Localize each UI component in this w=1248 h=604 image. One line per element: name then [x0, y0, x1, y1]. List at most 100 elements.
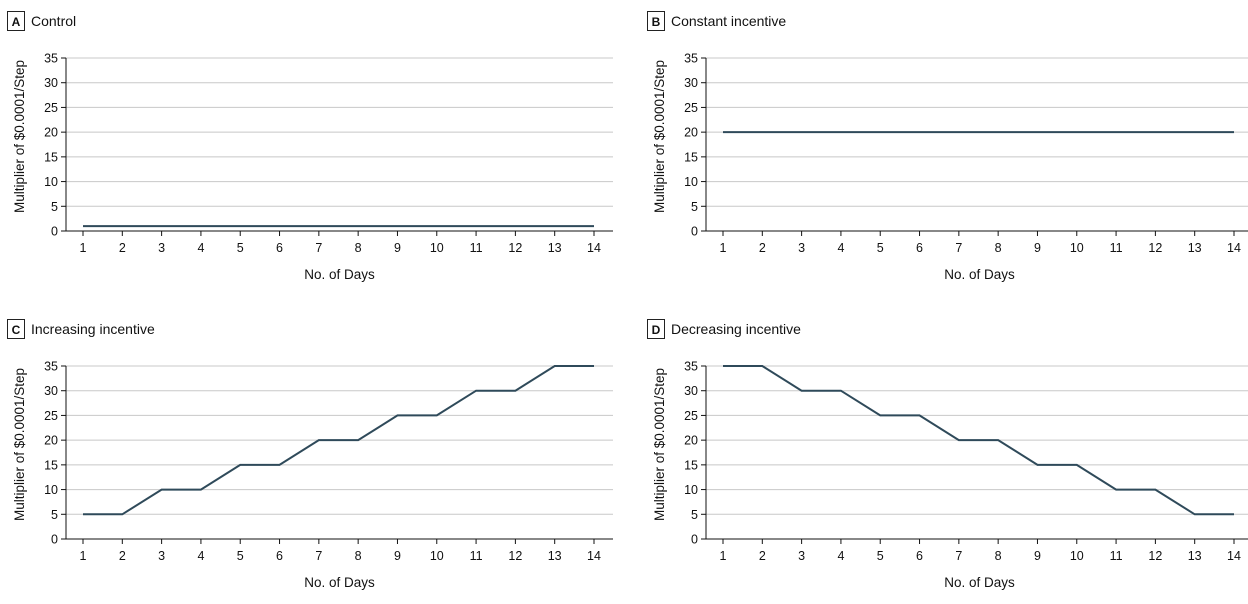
y-tick-label: 0: [51, 533, 58, 547]
x-tick-label: 8: [995, 549, 1002, 563]
y-tick-label: 30: [684, 384, 698, 398]
x-tick-label: 10: [1070, 549, 1084, 563]
chart-title: Constant incentive: [671, 13, 786, 29]
y-tick-label: 25: [44, 409, 58, 423]
y-tick-label: 10: [44, 483, 58, 497]
x-tick-label: 13: [548, 241, 562, 255]
x-tick-label: 5: [237, 241, 244, 255]
x-tick-label: 6: [916, 241, 923, 255]
x-tick-label: 11: [470, 549, 483, 563]
y-tick-label: 10: [684, 483, 698, 497]
x-tick-label: 4: [197, 549, 204, 563]
y-tick-label: 25: [684, 409, 698, 423]
y-tick-label: 20: [684, 434, 698, 448]
x-tick-label: 2: [759, 549, 766, 563]
chart-panel-b: B Constant incentive 0 5 10 15 20 25 30 35 1 2 3 4 5…: [640, 0, 1248, 296]
x-tick-label: 9: [394, 549, 401, 563]
x-tick-label: 7: [955, 241, 962, 255]
y-tick-label: 0: [691, 533, 698, 547]
x-tick-label: 9: [1034, 241, 1041, 255]
series-line: [723, 365, 1234, 516]
y-tick-label: 15: [44, 458, 58, 472]
x-axis-label: No. of Days: [304, 267, 375, 282]
x-tick-label: 3: [798, 549, 805, 563]
x-tick-label: 1: [720, 549, 727, 563]
y-axis-label: Multiplier of $0.0001/Step: [652, 60, 667, 213]
x-tick-label: 4: [197, 241, 204, 255]
x-tick-label: 14: [1227, 241, 1241, 255]
y-tick-label: 35: [44, 52, 58, 66]
y-tick-label: 15: [684, 150, 698, 164]
x-tick-label: 6: [276, 241, 283, 255]
x-tick-label: 10: [430, 549, 444, 563]
x-tick-label: 13: [1188, 549, 1202, 563]
y-tick-label: 10: [44, 175, 58, 189]
x-axis-label: No. of Days: [304, 575, 375, 590]
x-tick-label: 13: [1188, 241, 1202, 255]
y-tick-label: 10: [684, 175, 698, 189]
y-tick-label: 0: [51, 225, 58, 239]
x-tick-label: 11: [470, 241, 483, 255]
x-tick-label: 12: [508, 549, 522, 563]
x-tick-label: 12: [1148, 549, 1162, 563]
chart-panel-a: A Control 0 5 10 15 20 25 30 35 1 2 3 4 5 6 7 8 9 10 11 12 1…: [0, 0, 624, 296]
panel-letter: C: [12, 323, 21, 337]
panel-letter-box: [647, 319, 665, 339]
x-tick-label: 5: [877, 549, 884, 563]
panel-letter-box: [647, 11, 665, 31]
x-tick-label: 12: [1148, 241, 1162, 255]
x-tick-label: 14: [587, 241, 601, 255]
x-tick-label: 7: [955, 549, 962, 563]
y-tick-label: 25: [44, 101, 58, 115]
x-tick-label: 6: [276, 549, 283, 563]
y-axis-label: Multiplier of $0.0001/Step: [12, 60, 27, 213]
x-tick-label: 3: [158, 241, 165, 255]
x-tick-label: 8: [355, 241, 362, 255]
y-tick-label: 15: [44, 150, 58, 164]
y-tick-label: 15: [684, 458, 698, 472]
x-tick-label: 4: [837, 241, 844, 255]
y-axis-label: Multiplier of $0.0001/Step: [652, 368, 667, 521]
x-tick-label: 5: [237, 549, 244, 563]
x-tick-label: 8: [355, 549, 362, 563]
y-tick-label: 35: [684, 360, 698, 374]
y-tick-label: 0: [691, 225, 698, 239]
chart-panel-d: D Decreasing incentive 0 5 10 15 20 25 30 35 1 2 3…: [640, 308, 1248, 604]
x-tick-label: 2: [119, 549, 126, 563]
panel-letter: B: [652, 15, 661, 29]
x-tick-label: 3: [158, 549, 165, 563]
x-tick-label: 9: [394, 241, 401, 255]
y-tick-label: 5: [51, 200, 58, 214]
y-tick-label: 5: [691, 200, 698, 214]
y-tick-label: 5: [51, 508, 58, 522]
x-tick-label: 7: [315, 549, 322, 563]
x-tick-label: 1: [80, 241, 87, 255]
y-tick-label: 20: [684, 126, 698, 140]
chart-panel-c: C Increasing incentive 0 5 10 15 20 25 30 35 1 2 3…: [0, 308, 624, 604]
x-tick-label: 8: [995, 241, 1002, 255]
x-tick-label: 6: [916, 549, 923, 563]
x-tick-label: 11: [1110, 549, 1123, 563]
y-tick-label: 30: [44, 384, 58, 398]
x-tick-label: 13: [548, 549, 562, 563]
x-tick-label: 4: [837, 549, 844, 563]
y-tick-label: 5: [691, 508, 698, 522]
y-tick-label: 20: [44, 434, 58, 448]
chart-title: Increasing incentive: [31, 321, 155, 337]
x-tick-label: 7: [315, 241, 322, 255]
panel-letter-box: [7, 319, 25, 339]
x-tick-label: 1: [720, 241, 727, 255]
x-tick-label: 2: [759, 241, 766, 255]
panel-letter: A: [12, 15, 21, 29]
x-tick-label: 12: [508, 241, 522, 255]
x-tick-label: 1: [80, 549, 87, 563]
x-tick-label: 5: [877, 241, 884, 255]
x-tick-label: 10: [430, 241, 444, 255]
